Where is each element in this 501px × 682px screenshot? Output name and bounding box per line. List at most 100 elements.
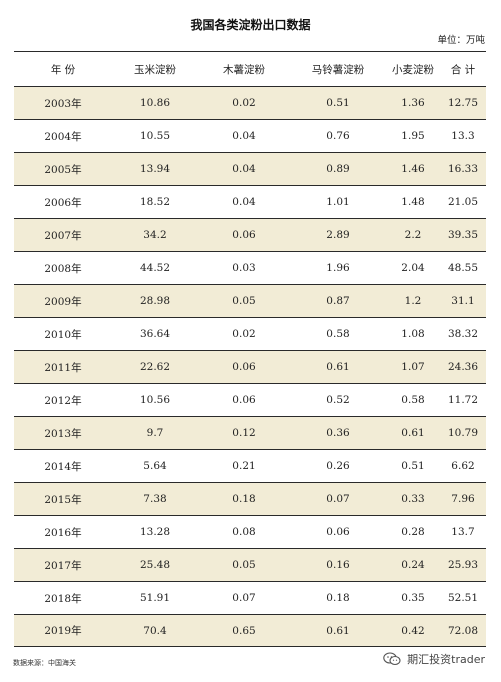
header-cassava-starch: 木薯淀粉 xyxy=(223,63,265,76)
cell-wheat-starch: 1.95 xyxy=(401,130,425,142)
cell-year: 2008年 xyxy=(44,262,82,275)
cell-year: 2012年 xyxy=(44,394,82,407)
cell-total: 10.79 xyxy=(447,427,479,439)
table-row: 2013年 9.7 0.12 0.36 0.61 10.79 xyxy=(14,416,486,449)
cell-cassava-starch: 0.02 xyxy=(232,328,256,340)
cell-corn-starch: 13.28 xyxy=(139,526,171,538)
cell-total: 48.55 xyxy=(447,262,479,274)
cell-corn-starch: 22.62 xyxy=(139,361,171,373)
cell-potato-starch: 0.76 xyxy=(326,130,350,142)
cell-year: 2006年 xyxy=(44,196,82,209)
cell-potato-starch: 0.61 xyxy=(326,361,350,373)
cell-wheat-starch: 2.04 xyxy=(401,262,425,274)
cell-cassava-starch: 0.07 xyxy=(232,592,256,604)
table-row: 2009年 28.98 0.05 0.87 1.2 31.1 xyxy=(14,284,486,317)
cell-potato-starch: 1.96 xyxy=(326,262,350,274)
cell-corn-starch: 70.4 xyxy=(143,624,167,637)
cell-total: 24.36 xyxy=(447,361,479,373)
cell-year: 2009年 xyxy=(44,295,82,308)
cell-wheat-starch: 1.08 xyxy=(401,328,425,340)
cell-wheat-starch: 1.48 xyxy=(401,196,425,208)
cell-potato-starch: 0.36 xyxy=(326,427,350,439)
cell-total: 52.51 xyxy=(447,592,479,604)
cell-cassava-starch: 0.12 xyxy=(232,427,256,439)
table-row: 2006年 18.52 0.04 1.01 1.48 21.05 xyxy=(14,185,486,218)
cell-potato-starch: 0.16 xyxy=(326,559,350,571)
cell-year: 2017年 xyxy=(44,559,82,572)
header-wheat-starch: 小麦淀粉 xyxy=(392,63,434,76)
cell-cassava-starch: 0.05 xyxy=(232,295,256,307)
cell-corn-starch: 9.7 xyxy=(146,427,164,439)
cell-cassava-starch: 0.03 xyxy=(232,262,256,274)
table-row: 2017年 25.48 0.05 0.16 0.24 25.93 xyxy=(14,548,486,581)
data-table: 年 份 玉米淀粉 木薯淀粉 马铃薯淀粉 小麦淀粉 合 计 2003年 10.86 0… xyxy=(14,51,486,647)
cell-corn-starch: 10.86 xyxy=(139,97,171,109)
cell-potato-starch: 0.58 xyxy=(326,328,350,340)
cell-potato-starch: 0.06 xyxy=(326,526,350,538)
cell-cassava-starch: 0.04 xyxy=(232,163,256,175)
cell-total: 31.1 xyxy=(451,295,475,307)
table-row: 2007年 34.2 0.06 2.89 2.2 39.35 xyxy=(14,218,486,251)
wechat-icon xyxy=(383,652,401,666)
cell-total: 13.3 xyxy=(451,130,475,142)
cell-cassava-starch: 0.06 xyxy=(232,361,256,373)
cell-potato-starch: 1.01 xyxy=(326,196,350,208)
cell-year: 2013年 xyxy=(44,427,82,440)
table-title: 我国各类淀粉出口数据 xyxy=(190,18,311,32)
cell-total: 21.05 xyxy=(447,196,479,208)
cell-cassava-starch: 0.04 xyxy=(232,130,256,142)
cell-wheat-starch: 0.35 xyxy=(401,592,425,604)
table-header-row: 年 份 玉米淀粉 木薯淀粉 马铃薯淀粉 小麦淀粉 合 计 xyxy=(14,51,486,86)
cell-wheat-starch: 1.46 xyxy=(401,163,425,175)
watermark: 期汇投资trader xyxy=(383,651,485,667)
cell-potato-starch: 0.61 xyxy=(326,624,350,637)
cell-total: 12.75 xyxy=(447,97,479,109)
cell-year: 2004年 xyxy=(44,130,82,143)
table-row: 2015年 7.38 0.18 0.07 0.33 7.96 xyxy=(14,482,486,515)
cell-wheat-starch: 1.2 xyxy=(404,295,422,307)
cell-corn-starch: 18.52 xyxy=(139,196,171,208)
cell-total: 72.08 xyxy=(447,624,479,637)
cell-year: 2003年 xyxy=(44,97,82,110)
cell-year: 2019年 xyxy=(44,625,82,637)
cell-potato-starch: 2.89 xyxy=(326,229,350,241)
cell-corn-starch: 10.56 xyxy=(139,394,171,406)
header-corn-starch: 玉米淀粉 xyxy=(134,63,176,76)
cell-corn-starch: 7.38 xyxy=(143,493,167,505)
cell-corn-starch: 5.64 xyxy=(143,460,167,472)
cell-wheat-starch: 0.61 xyxy=(401,427,425,439)
cell-potato-starch: 0.52 xyxy=(326,394,350,406)
cell-potato-starch: 0.26 xyxy=(326,460,350,472)
table-row: 2018年 51.91 0.07 0.18 0.35 52.51 xyxy=(14,581,486,614)
cell-total: 6.62 xyxy=(451,460,475,472)
cell-total: 39.35 xyxy=(447,229,479,241)
cell-wheat-starch: 0.28 xyxy=(401,526,425,538)
data-source: 数据来源：中国海关 xyxy=(13,659,76,667)
cell-year: 2005年 xyxy=(44,163,82,176)
header-total: 合 计 xyxy=(450,63,476,76)
cell-wheat-starch: 0.42 xyxy=(401,624,425,637)
cell-wheat-starch: 2.2 xyxy=(404,229,422,241)
cell-year: 2007年 xyxy=(44,229,82,242)
watermark-text: 期汇投资trader xyxy=(407,653,485,666)
cell-corn-starch: 44.52 xyxy=(139,262,171,274)
cell-potato-starch: 0.89 xyxy=(326,163,350,175)
cell-year: 2018年 xyxy=(44,592,82,605)
cell-total: 38.32 xyxy=(447,328,479,340)
cell-wheat-starch: 0.51 xyxy=(401,460,425,472)
cell-total: 11.72 xyxy=(447,394,479,406)
cell-cassava-starch: 0.65 xyxy=(232,624,256,637)
cell-wheat-starch: 0.24 xyxy=(401,559,425,571)
cell-cassava-starch: 0.08 xyxy=(232,526,256,538)
table-row: 2003年 10.86 0.02 0.51 1.36 12.75 xyxy=(14,86,486,119)
cell-total: 16.33 xyxy=(447,163,479,175)
cell-total: 7.96 xyxy=(451,493,475,505)
cell-year: 2010年 xyxy=(44,328,82,341)
table-row: 2008年 44.52 0.03 1.96 2.04 48.55 xyxy=(14,251,486,284)
table-row: 2005年 13.94 0.04 0.89 1.46 16.33 xyxy=(14,152,486,185)
cell-cassava-starch: 0.05 xyxy=(232,559,256,571)
header-potato-starch: 马铃薯淀粉 xyxy=(311,63,365,76)
table-row: 2016年 13.28 0.08 0.06 0.28 13.7 xyxy=(14,515,486,548)
table-row: 2004年 10.55 0.04 0.76 1.95 13.3 xyxy=(14,119,486,152)
header-year: 年 份 xyxy=(50,63,76,76)
